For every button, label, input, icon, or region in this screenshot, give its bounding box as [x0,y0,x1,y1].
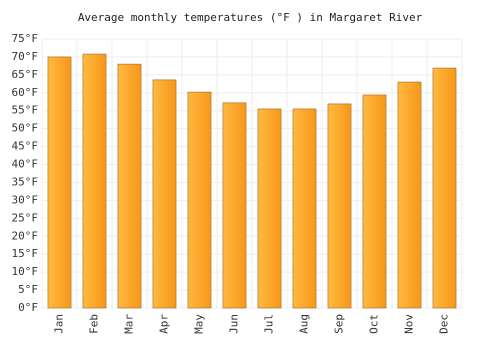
x-tick-label: Jul [263,314,276,334]
bar [432,67,457,309]
x-tick-label: Nov [403,314,416,334]
x-tick-label: Jan [53,314,66,334]
bar [47,56,72,309]
y-tick-label: 35°F [12,175,39,188]
x-tick-label: Oct [368,314,381,334]
bar [152,79,177,309]
bar [257,108,282,309]
y-tick-label: 0°F [18,301,38,314]
y-tick-label: 65°F [12,68,39,81]
x-tick-label: Jun [228,314,241,334]
bar [222,102,247,309]
y-tick-label: 25°F [12,211,39,224]
x-tick-label: May [193,314,206,334]
bar [362,94,387,309]
chart-title: Average monthly temperatures (°F ) in Ma… [78,11,423,24]
bar [327,103,352,309]
x-tick-label: Sep [333,314,346,334]
y-tick-label: 10°F [12,265,39,278]
y-tick-label: 20°F [12,229,39,242]
x-tick-label: Mar [123,314,136,334]
y-tick-label: 75°F [12,32,39,45]
y-tick-label: 70°F [12,50,39,63]
x-tick-label: Feb [88,314,101,334]
bar [397,81,422,309]
x-tick-label: Dec [438,314,451,334]
bar [82,53,107,309]
y-tick-label: 55°F [12,104,39,117]
y-tick-label: 60°F [12,86,39,99]
bar [292,108,317,309]
bar [117,63,142,309]
x-tick-label: Apr [158,314,171,334]
bar [187,91,212,309]
y-tick-label: 30°F [12,193,39,206]
y-tick-label: 5°F [18,283,38,296]
y-tick-label: 40°F [12,158,39,171]
y-tick-label: 45°F [12,140,39,153]
y-tick-label: 50°F [12,122,39,135]
y-tick-label: 15°F [12,247,39,260]
x-tick-label: Aug [298,314,311,334]
